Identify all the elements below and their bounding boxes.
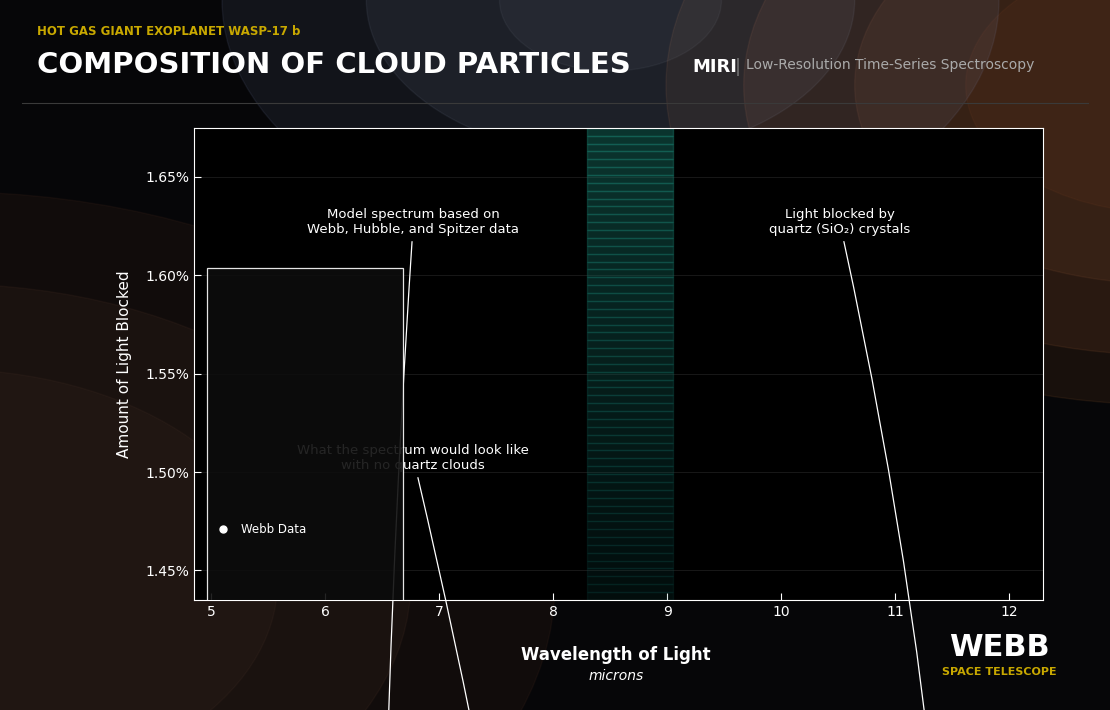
Text: Wavelength of Light: Wavelength of Light — [522, 646, 710, 665]
Bar — [587, 167, 673, 175]
Circle shape — [366, 0, 855, 156]
Circle shape — [0, 284, 411, 710]
Bar — [587, 474, 673, 482]
Bar — [587, 317, 673, 324]
Circle shape — [855, 0, 1110, 284]
Bar — [587, 482, 673, 490]
Text: COMPOSITION OF CLOUD PARTICLES: COMPOSITION OF CLOUD PARTICLES — [37, 51, 630, 79]
Bar — [587, 301, 673, 309]
Bar — [587, 466, 673, 474]
FancyBboxPatch shape — [206, 268, 403, 710]
Text: SPACE TELESCOPE: SPACE TELESCOPE — [941, 667, 1057, 677]
Text: Low-Resolution Time-Series Spectroscopy: Low-Resolution Time-Series Spectroscopy — [746, 58, 1035, 72]
Bar — [587, 577, 673, 584]
Bar — [587, 183, 673, 191]
Bar — [587, 246, 673, 253]
Text: WEBB: WEBB — [949, 633, 1049, 662]
Bar — [587, 584, 673, 592]
Bar — [587, 136, 673, 143]
Bar — [587, 348, 673, 356]
Text: |: | — [735, 58, 740, 76]
Text: HOT GAS GIANT EXOPLANET WASP-17 b: HOT GAS GIANT EXOPLANET WASP-17 b — [37, 25, 300, 38]
Bar — [587, 151, 673, 159]
Bar — [587, 293, 673, 301]
Bar — [587, 340, 673, 348]
Text: MIRI: MIRI — [693, 58, 737, 76]
Bar — [587, 498, 673, 506]
Circle shape — [222, 0, 999, 248]
Bar — [587, 159, 673, 167]
Circle shape — [0, 369, 278, 710]
Bar — [587, 278, 673, 285]
Bar — [587, 128, 673, 136]
Bar — [587, 395, 673, 403]
Text: microns: microns — [588, 669, 644, 683]
Bar — [587, 270, 673, 278]
Bar — [587, 403, 673, 411]
Bar — [587, 521, 673, 529]
Bar — [587, 529, 673, 537]
Circle shape — [500, 0, 722, 71]
Bar — [587, 490, 673, 498]
Bar — [587, 285, 673, 293]
Text: Model spectrum based on
Webb, Hubble, and Spitzer data: Model spectrum based on Webb, Hubble, an… — [307, 208, 519, 710]
Bar — [587, 388, 673, 395]
Text: Webb Data: Webb Data — [241, 523, 306, 535]
Bar — [587, 230, 673, 238]
Bar — [587, 372, 673, 380]
Bar — [587, 324, 673, 332]
Text: Light blocked by
quartz (SiO₂) crystals: Light blocked by quartz (SiO₂) crystals — [628, 208, 963, 710]
Bar — [587, 207, 673, 214]
Bar — [587, 309, 673, 317]
Bar — [587, 214, 673, 222]
Bar — [587, 191, 673, 199]
Bar — [587, 458, 673, 466]
Bar — [587, 364, 673, 372]
Circle shape — [744, 0, 1110, 355]
Bar — [587, 552, 673, 561]
Bar — [587, 427, 673, 435]
Bar — [587, 419, 673, 427]
Bar — [587, 442, 673, 450]
Circle shape — [0, 192, 555, 710]
Bar — [587, 253, 673, 261]
Bar — [587, 450, 673, 458]
Bar — [587, 261, 673, 270]
Bar — [587, 356, 673, 364]
Circle shape — [966, 0, 1110, 213]
Bar — [587, 592, 673, 600]
Bar — [587, 506, 673, 513]
Bar — [587, 175, 673, 183]
Y-axis label: Amount of Light Blocked: Amount of Light Blocked — [117, 270, 131, 458]
Bar — [587, 143, 673, 151]
Bar — [587, 332, 673, 340]
Bar — [587, 545, 673, 552]
Bar — [587, 537, 673, 545]
Bar — [587, 513, 673, 521]
Bar — [587, 238, 673, 246]
Text: What the spectrum would look like
with no quartz clouds: What the spectrum would look like with n… — [297, 444, 642, 710]
Bar — [587, 380, 673, 388]
Bar — [587, 435, 673, 442]
Bar — [587, 222, 673, 230]
Bar — [587, 569, 673, 577]
Circle shape — [666, 0, 1110, 405]
Bar — [587, 561, 673, 569]
Bar — [587, 199, 673, 207]
Bar — [587, 411, 673, 419]
